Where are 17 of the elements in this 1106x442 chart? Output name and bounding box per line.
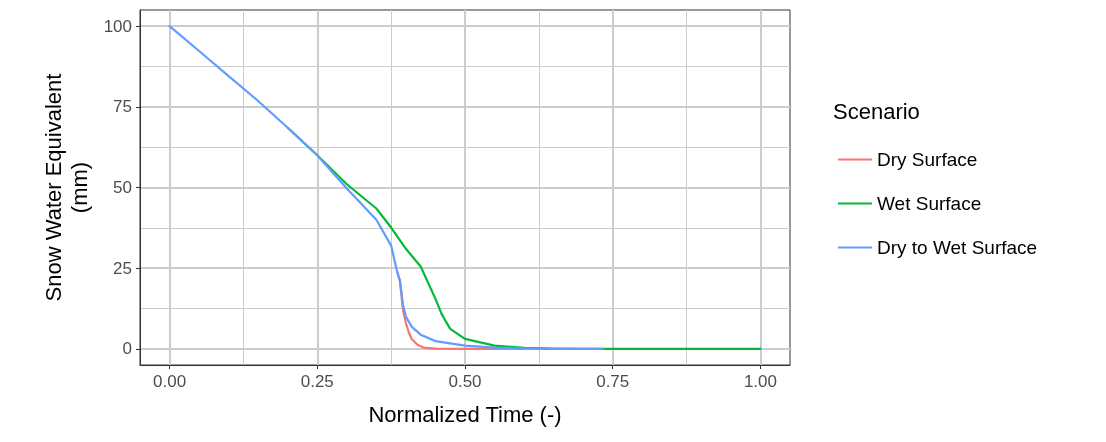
x-axis-title: Normalized Time (-) [368,401,562,427]
y-tick-label: 0 [122,339,132,359]
x-tick-label: 0.25 [300,372,334,391]
x-tick-label: 0.50 [448,372,482,391]
y-axis-title: Snow Water Equivalent (mm) [40,73,92,302]
y-tick-label: 25 [113,258,132,278]
legend-label: Dry to Wet Surface [877,237,1038,258]
y-tick-label: 75 [113,97,132,117]
x-tick-label: 1.00 [743,372,777,391]
line-series [168,25,604,350]
y-tick-label: 100 [103,16,132,36]
y-tick-label: 50 [113,178,132,197]
x-tick-label: 0.00 [153,372,187,391]
x-tick-label: 0.75 [596,372,630,391]
legend-label: Wet Surface [877,193,982,214]
legend-label: Dry Surface [877,149,978,170]
legend-title: Scenario [833,98,920,124]
